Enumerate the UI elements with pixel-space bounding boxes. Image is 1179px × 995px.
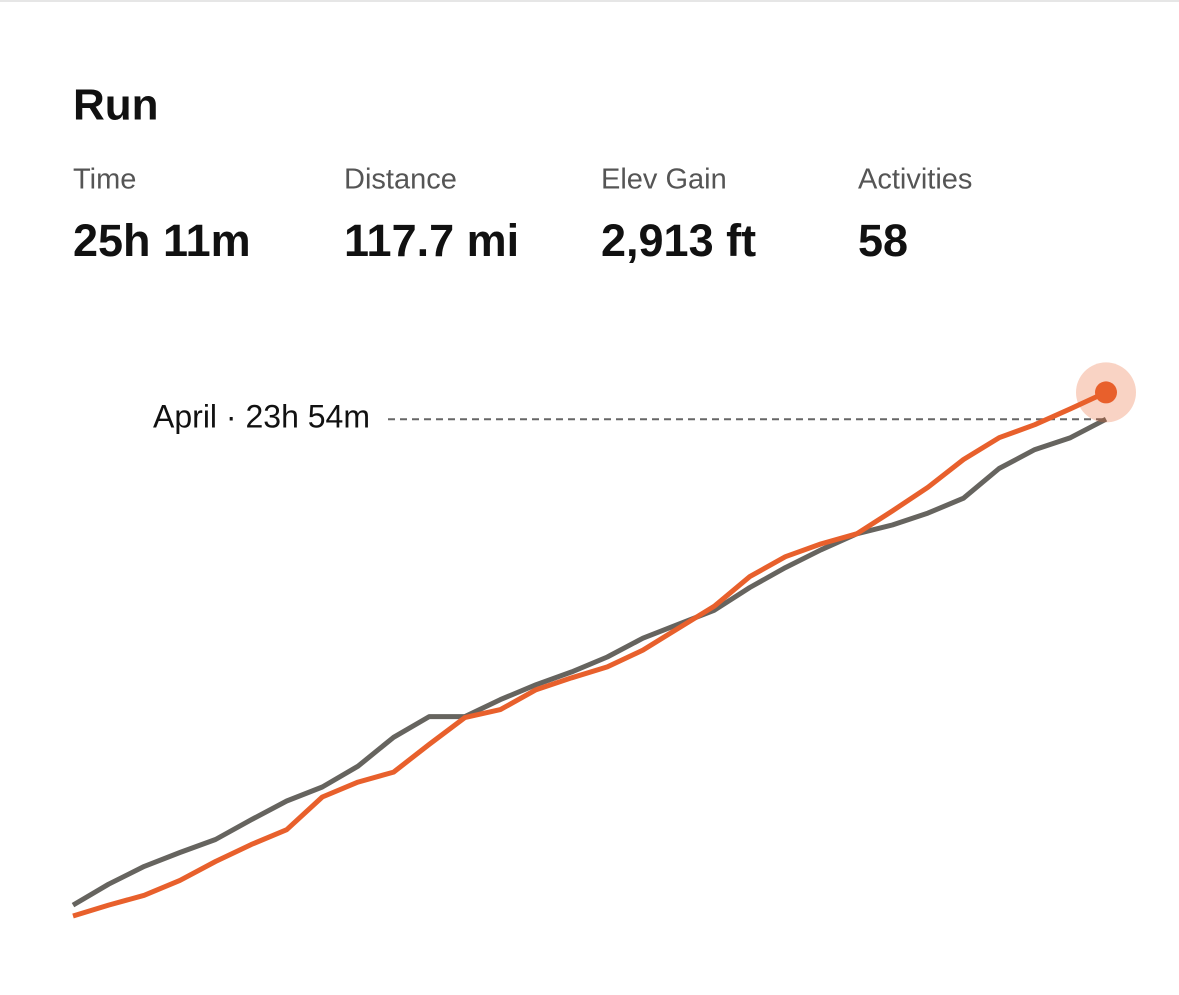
- stat-value: 58: [858, 215, 908, 266]
- stats: Time 25h 11m Distance 117.7 mi Elev Gain 2,91…: [73, 164, 972, 266]
- annotation: April · 23h 54m: [153, 399, 370, 435]
- stat-value: 2,913 ft: [601, 215, 756, 266]
- stat-label: Activities: [858, 164, 972, 196]
- stat-value: 25h 11m: [73, 215, 251, 266]
- endpoint-dot: [1095, 381, 1117, 404]
- title: Run: [73, 81, 159, 130]
- series-line: [72, 390, 1108, 919]
- series-line: [71, 416, 1108, 908]
- stat-label: Distance: [344, 164, 457, 196]
- stat-label: Time: [73, 164, 136, 196]
- stat-value: 117.7 mi: [344, 215, 519, 266]
- stat-label: Elev Gain: [601, 164, 727, 196]
- chart: April · 23h 54m: [71, 362, 1136, 919]
